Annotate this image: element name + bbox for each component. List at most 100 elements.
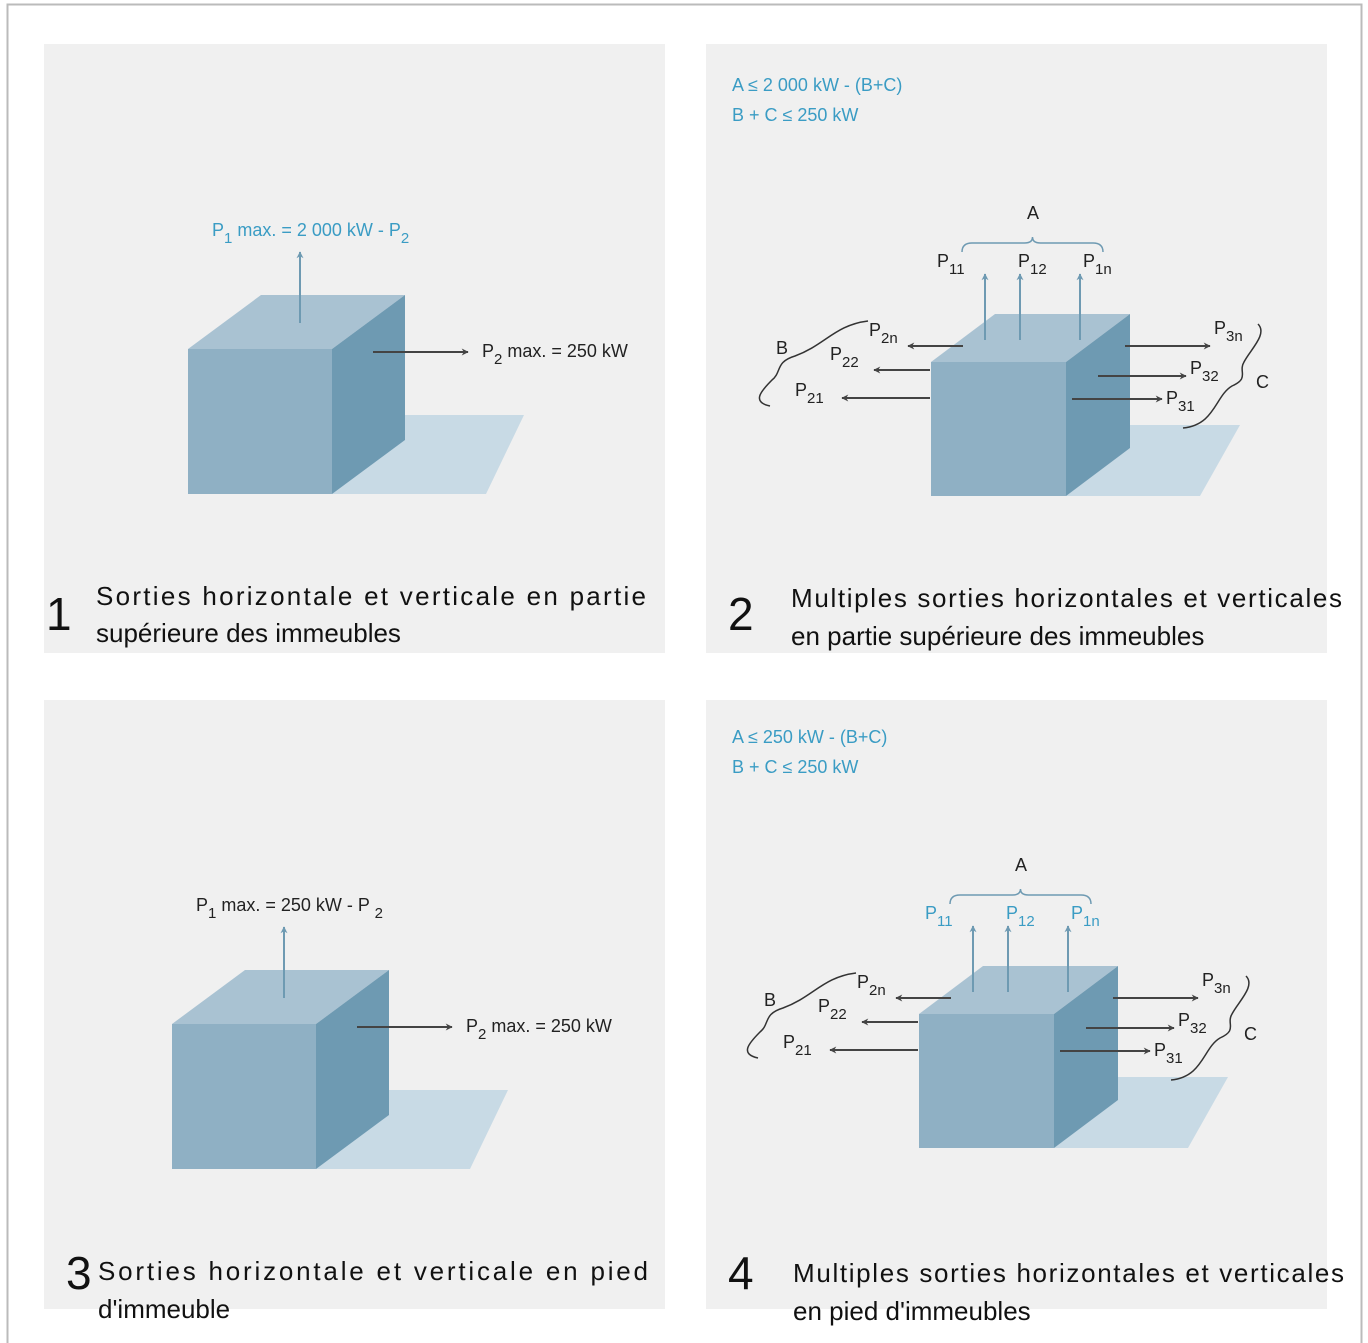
side-label: P32	[1190, 358, 1219, 385]
side-label-part: P	[869, 320, 881, 340]
condition: A ≤ 2 000 kW - (B+C)	[732, 75, 902, 95]
caption-line: Sorties horizontale et verticale en pied	[98, 1256, 648, 1286]
vertical-label-part: 11	[949, 261, 965, 278]
side-label-part: 21	[807, 390, 824, 407]
side-label-part: 2n	[881, 330, 898, 347]
side-label-part: P	[1214, 318, 1226, 338]
horizontal-label: P2 max. = 250 kW	[482, 341, 628, 368]
shadow	[1054, 1077, 1228, 1148]
side-label: P21	[783, 1032, 812, 1059]
side-label-part: 2n	[869, 982, 886, 999]
side-label-part: P	[1154, 1040, 1166, 1060]
panel-number: 4	[728, 1247, 754, 1299]
caption-line: en pied d'immeubles	[793, 1296, 1031, 1326]
horizontal-label-part: 2	[478, 1026, 486, 1043]
caption-line: Multiples sorties horizontales et vertic…	[793, 1258, 1344, 1288]
brace	[1170, 975, 1250, 1081]
front-face	[188, 349, 332, 494]
panel-number: 3	[66, 1247, 92, 1299]
group-label: C	[1256, 372, 1269, 392]
vertical-label-part: max. = 2 000 kW - P	[232, 220, 401, 240]
side-label: P2n	[869, 320, 898, 347]
vertical-label: P12	[1018, 251, 1047, 278]
side-label-part: P	[795, 380, 807, 400]
vertical-label-part: 1n	[1083, 913, 1100, 930]
vertical-label: P11	[925, 903, 953, 930]
vertical-label-part: P	[1018, 251, 1030, 271]
side-label-part: P	[857, 972, 869, 992]
side-label-part: 3n	[1226, 328, 1243, 345]
side-label-part: P	[1202, 970, 1214, 990]
vertical-label-part: 11	[937, 913, 953, 930]
front-face	[919, 1014, 1054, 1148]
vertical-label-part: max. = 250 kW - P	[216, 895, 374, 915]
vertical-label-part: P	[212, 220, 224, 240]
side-label: P22	[818, 996, 847, 1023]
side-label-part: 31	[1166, 1050, 1183, 1067]
vertical-label-part: 1	[208, 905, 216, 922]
vertical-label-part: P	[196, 895, 208, 915]
vertical-label: P1n	[1071, 903, 1100, 930]
group-label: B	[776, 338, 788, 358]
panel-number: 1	[46, 588, 72, 640]
side-label-part: P	[830, 344, 842, 364]
side-label-part: 32	[1202, 368, 1219, 385]
group-label: A	[1015, 855, 1027, 875]
condition: A ≤ 250 kW - (B+C)	[732, 727, 887, 747]
vertical-label: P1 max. = 2 000 kW - P2	[212, 220, 409, 247]
side-label: P3n	[1202, 970, 1231, 997]
shadow	[332, 415, 524, 494]
side-label: P21	[795, 380, 824, 407]
vertical-label-part: P	[1071, 903, 1083, 923]
side-label-part: 31	[1178, 398, 1195, 415]
shadow	[1066, 425, 1240, 496]
vertical-label-part: 12	[1018, 913, 1035, 930]
side-label-part: 3n	[1214, 980, 1231, 997]
caption-line: d'immeuble	[98, 1294, 230, 1324]
top-face	[172, 970, 389, 1024]
side-label-part: 22	[830, 1006, 847, 1023]
side-label: P31	[1166, 388, 1195, 415]
condition: B + C ≤ 250 kW	[732, 757, 858, 777]
horizontal-label: P2 max. = 250 kW	[466, 1016, 612, 1043]
side-label-part: P	[1178, 1010, 1190, 1030]
side-label: P2n	[857, 972, 886, 999]
group-label: A	[1027, 203, 1039, 223]
vertical-label-part: P	[1006, 903, 1018, 923]
vertical-label-part: 1n	[1095, 261, 1112, 278]
caption-line: supérieure des immeubles	[96, 618, 401, 648]
caption-line: en partie supérieure des immeubles	[791, 621, 1204, 651]
caption-line: Sorties horizontale et verticale en part…	[96, 581, 646, 611]
vertical-label: P1n	[1083, 251, 1112, 278]
side-face	[332, 295, 405, 494]
condition: B + C ≤ 250 kW	[732, 105, 858, 125]
side-label: P22	[830, 344, 859, 371]
side-label: P31	[1154, 1040, 1183, 1067]
horizontal-label-part: max. = 250 kW	[502, 341, 628, 361]
brace	[1182, 323, 1262, 429]
shadow	[316, 1090, 508, 1169]
vertical-label-part: P	[1083, 251, 1095, 271]
brace	[746, 972, 857, 1059]
front-face	[931, 362, 1066, 496]
vertical-label-part: 2	[375, 905, 383, 922]
group-label: C	[1244, 1024, 1257, 1044]
side-label-part: 22	[842, 354, 859, 371]
panel-number: 2	[728, 588, 754, 640]
side-label-part: 32	[1190, 1020, 1207, 1037]
horizontal-label-part: P	[482, 341, 494, 361]
front-face	[172, 1024, 316, 1169]
group-label: B	[764, 990, 776, 1010]
side-face	[316, 970, 389, 1169]
side-label-part: P	[1166, 388, 1178, 408]
side-label-part: P	[1190, 358, 1202, 378]
side-label: P32	[1178, 1010, 1207, 1037]
vertical-label-part: 12	[1030, 261, 1047, 278]
side-face	[1054, 966, 1118, 1148]
vertical-label: P1 max. = 250 kW - P 2	[196, 895, 383, 922]
horizontal-label-part: P	[466, 1016, 478, 1036]
brace	[949, 888, 1092, 905]
vertical-label: P12	[1006, 903, 1035, 930]
side-label-part: P	[818, 996, 830, 1016]
